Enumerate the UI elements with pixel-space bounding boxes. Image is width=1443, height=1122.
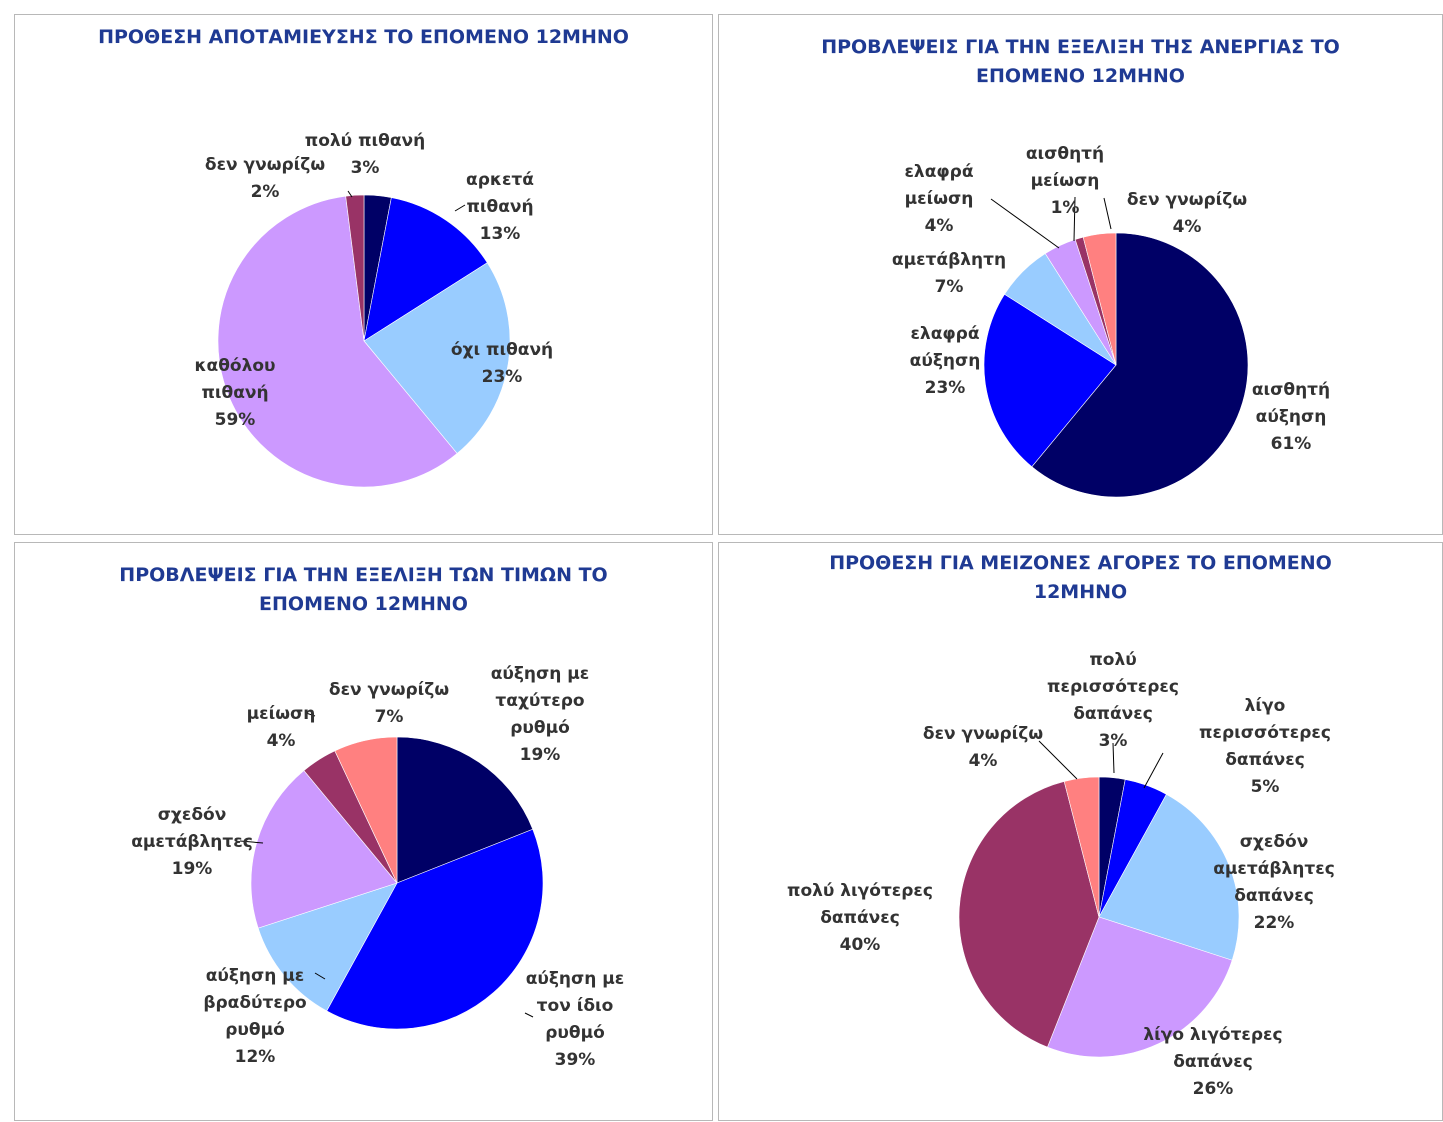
slice-label: ελαφρά αύξηση 23% — [910, 324, 981, 398]
slice-label: λίγο λιγότερες δαπάνες 26% — [1143, 1025, 1282, 1099]
chart-panel-prices: ΠΡΟΒΛΕΨΕΙΣ ΓΙΑ ΤΗΝ ΕΞΕΛΙΞΗ ΤΩΝ ΤΙΜΩΝ ΤΟ … — [14, 542, 713, 1121]
slice-label: πολύ λιγότερες δαπάνες 40% — [787, 881, 933, 955]
pie-slice — [257, 882, 398, 1012]
leader-line — [305, 712, 316, 717]
slice-label: δεν γνωρίζω 4% — [1127, 190, 1247, 237]
chart-panel-purchases: ΠΡΟΘΕΣΗ ΓΙΑ ΜΕΙΖΟΝΕΣ ΑΓΟΡΕΣ ΤΟ ΕΠΟΜΕΝΟ 1… — [718, 542, 1443, 1121]
slice-label: αισθητή αύξηση 61% — [1252, 380, 1330, 454]
leader-line — [990, 198, 1060, 249]
pie-slice — [1063, 776, 1100, 918]
chart-title: ΠΡΟΘΕΣΗ ΑΠΟΤΑΜΙΕΥΣΗΣ ΤΟ ΕΠΟΜΕΝΟ 12ΜΗΝΟ — [98, 26, 629, 48]
slice-label: αρκετά πιθανή 13% — [466, 170, 534, 244]
chart-title: ΠΡΟΘΕΣΗ ΓΙΑ ΜΕΙΖΟΝΕΣ ΑΓΟΡΕΣ ΤΟ ΕΠΟΜΕΝΟ 1… — [829, 552, 1332, 603]
pie-chart-unemployment: αισθητή αύξηση 61% ελαφρά αύξηση 23% αμετάβλητ… — [892, 144, 1330, 498]
leader-line — [454, 204, 466, 212]
pie-slice — [345, 194, 365, 342]
slice-label: όχι πιθανή 23% — [451, 340, 553, 387]
pie-slice — [1082, 232, 1117, 366]
pie-slice — [363, 262, 511, 454]
pie-slice — [217, 195, 458, 488]
slice-label: αύξηση με βραδύτερο ρυθμό 12% — [203, 966, 306, 1067]
chart-title: ΠΡΟΒΛΕΨΕΙΣ ΓΙΑ ΤΗΝ ΕΞΕΛΙΞΗ ΤΗΣ ΑΝΕΡΓΙΑΣ … — [821, 36, 1340, 87]
pie-chart-prices: αύξηση με ταχύτερο ρυθμό 19% αύξηση με τον ίδ… — [131, 664, 625, 1070]
pie-slice — [1047, 916, 1233, 1058]
pie-slice — [334, 736, 398, 884]
pie-chart-savings: πολύ πιθανή 3% αρκετά πιθανή 13% όχι πιθανή 23… — [194, 131, 553, 488]
slice-label: αισθητή μείωση 1% — [1026, 144, 1104, 218]
leader-line — [1103, 197, 1112, 230]
leader-line — [1112, 742, 1115, 774]
slice-label: αμετάβλητη 7% — [892, 250, 1006, 297]
pie-slice — [396, 736, 534, 884]
pie-slice — [958, 781, 1100, 1048]
pie-slice — [363, 197, 488, 342]
slice-label: σχεδόν αμετάβλητες δαπάνες 22% — [1213, 832, 1335, 933]
pie-slice — [1031, 232, 1249, 498]
pie-slice — [983, 293, 1117, 468]
slice-label: δεν γνωρίζω 7% — [329, 680, 449, 727]
slice-label: δεν γνωρίζω 4% — [923, 724, 1043, 771]
slice-label: λίγο περισσότερες δαπάνες 5% — [1199, 696, 1331, 797]
leader-line — [347, 190, 353, 198]
chart-panel-unemployment: ΠΡΟΒΛΕΨΕΙΣ ΓΙΑ ΤΗΝ ΕΞΕΛΙΞΗ ΤΗΣ ΑΝΕΡΓΙΑΣ … — [718, 14, 1443, 535]
chart-title: ΠΡΟΒΛΕΨΕΙΣ ΓΙΑ ΤΗΝ ΕΞΕΛΙΞΗ ΤΩΝ ΤΙΜΩΝ ΤΟ … — [119, 564, 608, 615]
slice-label: ελαφρά μείωση 4% — [904, 162, 973, 236]
pie-slice — [1098, 793, 1240, 961]
slice-label: πολύ πιθανή 3% — [305, 131, 425, 178]
slice-label: αύξηση με τον ίδιο ρυθμό 39% — [526, 969, 625, 1070]
slice-label: πολύ περισσότερες δαπάνες 3% — [1047, 650, 1179, 751]
leader-line — [314, 972, 326, 980]
leader-line — [524, 1012, 534, 1018]
chart-panel-savings: ΠΡΟΘΕΣΗ ΑΠΟΤΑΜΙΕΥΣΗΣ ΤΟ ΕΠΟΜΕΝΟ 12ΜΗΝΟ π… — [14, 14, 713, 535]
slice-label: αύξηση με ταχύτερο ρυθμό 19% — [491, 664, 590, 765]
slice-label: καθόλου πιθανή 59% — [194, 356, 275, 430]
pie-slice — [326, 828, 544, 1030]
slice-label: δεν γνωρίζω 2% — [205, 155, 325, 202]
slice-label: μείωση 4% — [247, 704, 316, 751]
leader-line — [1073, 196, 1076, 242]
slice-label: σχεδόν αμετάβλητες 19% — [131, 805, 253, 879]
leader-line — [1143, 752, 1164, 789]
leader-line — [1038, 740, 1078, 780]
leader-line — [239, 840, 264, 844]
pie-chart-purchases: πολύ περισσότερες δαπάνες 3%λίγο περισσότερε… — [787, 650, 1335, 1099]
